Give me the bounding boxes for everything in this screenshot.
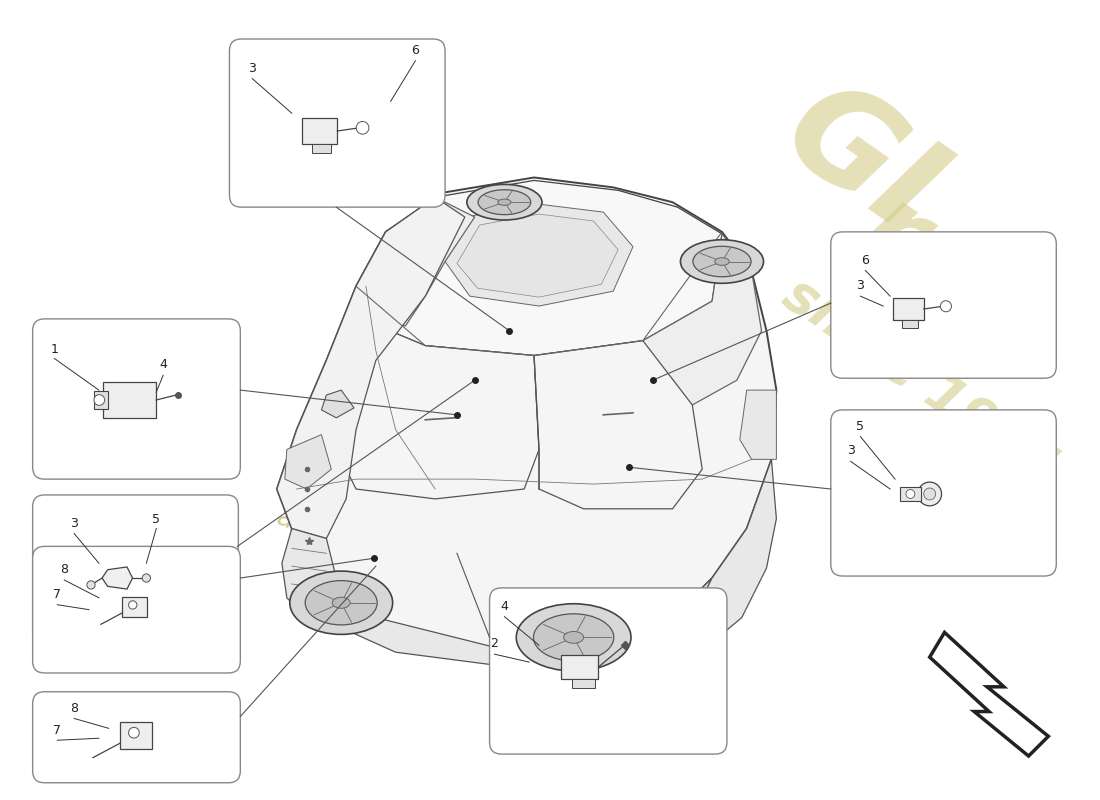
- Text: 6: 6: [411, 44, 419, 57]
- Bar: [561, 655, 598, 679]
- Polygon shape: [672, 459, 777, 652]
- Polygon shape: [535, 341, 702, 509]
- Bar: [900, 486, 921, 502]
- Circle shape: [142, 574, 151, 582]
- Text: a passion for parts since 1985: a passion for parts since 1985: [273, 503, 676, 673]
- Text: 3: 3: [249, 62, 256, 74]
- Text: 7: 7: [54, 724, 62, 738]
- Ellipse shape: [498, 199, 512, 206]
- Bar: [120, 722, 152, 749]
- Bar: [94, 391, 108, 409]
- FancyBboxPatch shape: [33, 319, 240, 479]
- Circle shape: [356, 122, 369, 134]
- Ellipse shape: [681, 240, 763, 283]
- Text: res: res: [845, 178, 1054, 366]
- Polygon shape: [356, 181, 722, 355]
- Circle shape: [129, 727, 140, 738]
- Text: since 1985: since 1985: [774, 267, 1066, 493]
- Polygon shape: [446, 204, 632, 306]
- Polygon shape: [282, 529, 337, 618]
- Text: 4: 4: [500, 600, 508, 613]
- Text: 6: 6: [861, 254, 869, 266]
- Text: 8: 8: [70, 702, 78, 714]
- Text: GI: GI: [759, 66, 961, 260]
- Ellipse shape: [289, 571, 393, 634]
- Bar: [302, 118, 338, 144]
- Ellipse shape: [478, 190, 530, 214]
- Ellipse shape: [715, 258, 729, 266]
- Text: 3: 3: [70, 517, 78, 530]
- Ellipse shape: [534, 614, 614, 661]
- Text: 1: 1: [51, 342, 58, 355]
- Bar: [103, 382, 156, 418]
- Circle shape: [94, 394, 104, 406]
- Text: 3: 3: [857, 279, 865, 292]
- Text: 8: 8: [60, 563, 68, 576]
- FancyBboxPatch shape: [33, 692, 240, 782]
- Circle shape: [906, 490, 915, 498]
- Text: 5: 5: [152, 513, 161, 526]
- Ellipse shape: [516, 604, 631, 671]
- FancyBboxPatch shape: [33, 546, 240, 673]
- Ellipse shape: [305, 581, 377, 625]
- Ellipse shape: [466, 184, 542, 220]
- Polygon shape: [930, 633, 1048, 756]
- Ellipse shape: [693, 246, 751, 277]
- Circle shape: [940, 301, 952, 312]
- Polygon shape: [102, 567, 132, 589]
- FancyBboxPatch shape: [33, 495, 239, 646]
- Polygon shape: [337, 321, 539, 499]
- Polygon shape: [277, 198, 465, 538]
- Text: 4: 4: [160, 358, 167, 371]
- Polygon shape: [356, 198, 475, 326]
- Ellipse shape: [332, 598, 350, 608]
- Bar: [893, 298, 924, 320]
- Ellipse shape: [563, 631, 584, 643]
- Text: 2: 2: [491, 638, 498, 650]
- Circle shape: [917, 482, 942, 506]
- Bar: [572, 679, 595, 688]
- Polygon shape: [285, 434, 331, 489]
- Bar: [312, 144, 331, 153]
- Polygon shape: [642, 234, 761, 405]
- FancyBboxPatch shape: [230, 39, 446, 207]
- Polygon shape: [337, 578, 712, 665]
- Text: 7: 7: [54, 588, 62, 601]
- FancyBboxPatch shape: [830, 232, 1056, 378]
- Circle shape: [129, 601, 136, 609]
- Circle shape: [924, 488, 936, 500]
- FancyBboxPatch shape: [830, 410, 1056, 576]
- Polygon shape: [456, 214, 618, 297]
- Bar: [122, 597, 146, 618]
- Bar: [902, 320, 918, 328]
- Polygon shape: [321, 390, 354, 418]
- Polygon shape: [740, 390, 777, 459]
- Polygon shape: [277, 178, 777, 647]
- Circle shape: [87, 581, 95, 589]
- Text: 5: 5: [857, 420, 865, 433]
- FancyBboxPatch shape: [490, 588, 727, 754]
- Text: 3: 3: [847, 444, 855, 458]
